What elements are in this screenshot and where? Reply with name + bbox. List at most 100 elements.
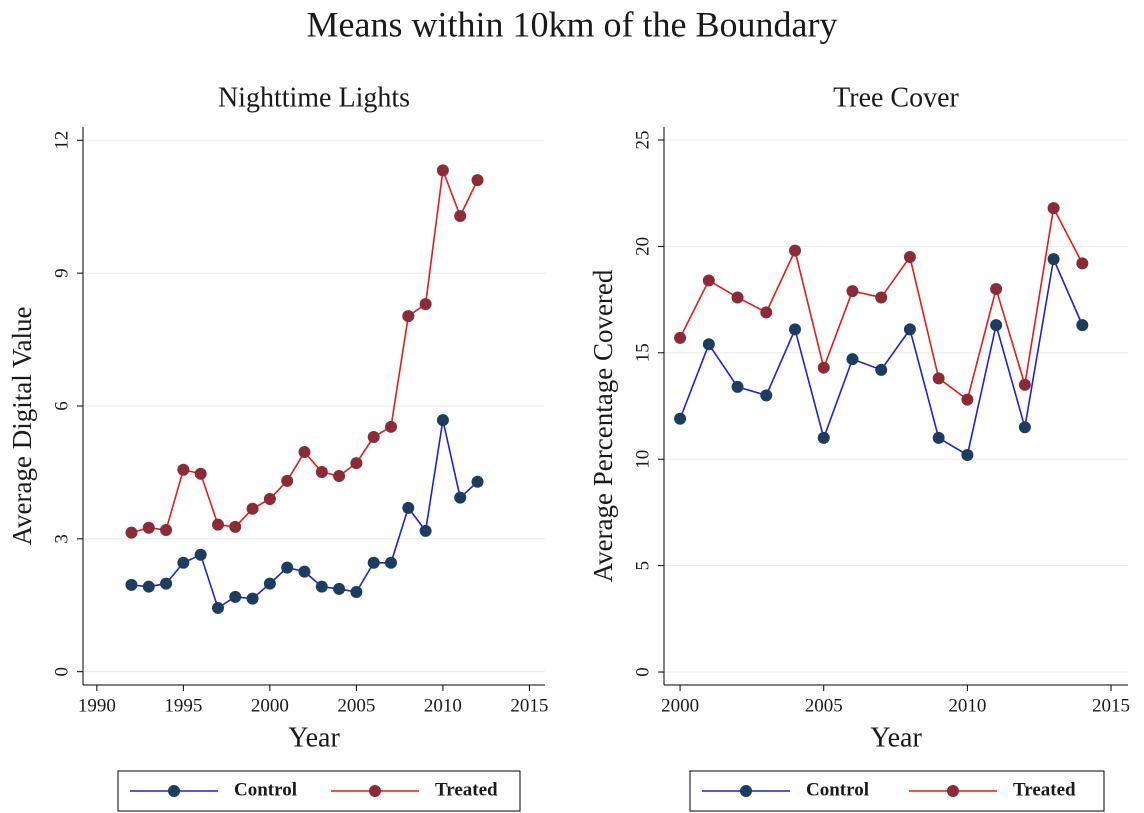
x-tick-label: 2010	[424, 695, 462, 716]
data-point	[1076, 319, 1089, 332]
data-point	[471, 475, 484, 488]
data-point	[1018, 421, 1031, 434]
data-point	[817, 431, 830, 444]
data-point	[789, 244, 802, 257]
x-tick-label: 2015	[510, 695, 548, 716]
data-point	[961, 448, 974, 461]
data-point	[211, 601, 224, 614]
data-point	[125, 578, 138, 591]
y-tick-label: 6	[51, 401, 72, 411]
data-point	[350, 457, 363, 470]
legend-marker	[947, 785, 959, 797]
x-tick-label: 1990	[78, 695, 116, 716]
data-point	[454, 210, 467, 223]
legend-marker	[369, 785, 381, 797]
data-point	[298, 565, 311, 578]
data-point	[160, 577, 173, 590]
x-axis-label: Year	[288, 722, 340, 753]
legend-label: Control	[806, 779, 869, 800]
data-point	[1076, 257, 1089, 270]
panel-title: Nighttime Lights	[218, 82, 410, 113]
y-tick-label: 15	[632, 343, 653, 362]
data-point	[990, 282, 1003, 295]
legend-label: Control	[234, 779, 297, 800]
data-point	[731, 291, 744, 304]
data-point	[125, 526, 138, 539]
data-point	[932, 431, 945, 444]
y-axis-label: Average Digital Value	[7, 307, 37, 546]
data-point	[436, 164, 449, 177]
data-point	[875, 291, 888, 304]
data-point	[194, 467, 207, 480]
y-tick-label: 10	[632, 450, 653, 469]
data-point	[367, 556, 380, 569]
figure-title: Means within 10km of the Boundary	[307, 4, 838, 44]
data-point	[731, 380, 744, 393]
data-point	[419, 298, 432, 311]
data-point	[142, 521, 155, 534]
data-point	[760, 389, 773, 402]
data-point	[817, 361, 830, 374]
data-point	[875, 363, 888, 376]
data-point	[298, 446, 311, 459]
legend-label: Treated	[435, 779, 498, 800]
data-point	[160, 524, 173, 536]
data-point	[333, 582, 346, 595]
data-point	[194, 548, 207, 561]
data-point	[367, 431, 380, 443]
data-point	[789, 323, 802, 336]
x-tick-label: 2000	[251, 695, 289, 716]
x-tick-label: 2005	[805, 695, 843, 716]
data-point	[263, 493, 276, 505]
y-tick-label: 3	[51, 534, 72, 544]
x-axis-label: Year	[870, 722, 922, 753]
data-point	[229, 520, 242, 533]
y-axis-label: Average Percentage Covered	[588, 269, 618, 582]
y-tick-label: 9	[51, 268, 72, 278]
data-point	[932, 372, 945, 385]
data-point	[402, 310, 415, 323]
data-point	[990, 319, 1003, 332]
data-point	[471, 174, 484, 187]
x-tick-label: 2010	[948, 695, 986, 716]
data-point	[246, 502, 259, 515]
data-point	[177, 556, 190, 569]
data-point	[263, 577, 276, 590]
x-tick-label: 2005	[337, 695, 375, 716]
y-tick-label: 12	[51, 131, 72, 150]
data-point	[454, 491, 467, 504]
panel: Tree Cover 0 5 10 15 20 25 2000 2005 2010 2015 Year…	[588, 82, 1130, 812]
y-tick-label: 20	[632, 237, 653, 256]
y-tick-label: 25	[632, 130, 653, 149]
data-point	[350, 586, 363, 598]
y-tick-label: 5	[632, 561, 653, 571]
data-point	[903, 251, 916, 264]
x-tick-label: 1995	[164, 695, 202, 716]
legend-marker	[740, 785, 752, 797]
panel: Nighttime Lights 0 3 6 9 12 1990 1995 2000 2005 20…	[7, 82, 548, 812]
data-point	[315, 580, 328, 593]
legend-label: Treated	[1013, 779, 1076, 800]
data-point	[1047, 253, 1060, 266]
data-point	[229, 590, 242, 603]
data-point	[760, 306, 773, 319]
x-tick-label: 2000	[661, 695, 699, 716]
data-point	[246, 592, 259, 605]
data-point	[674, 412, 687, 425]
data-point	[1047, 202, 1060, 215]
legend-marker	[168, 785, 180, 797]
data-point	[333, 469, 346, 482]
data-point	[702, 338, 715, 351]
data-point	[846, 353, 859, 366]
data-point	[385, 420, 397, 433]
panel-title: Tree Cover	[833, 82, 959, 113]
data-point	[1018, 378, 1031, 391]
data-point	[402, 501, 415, 514]
data-point	[385, 556, 397, 569]
data-point	[903, 323, 916, 336]
data-point	[674, 331, 687, 344]
data-point	[177, 463, 190, 476]
data-point	[846, 285, 859, 298]
data-point	[315, 465, 328, 478]
